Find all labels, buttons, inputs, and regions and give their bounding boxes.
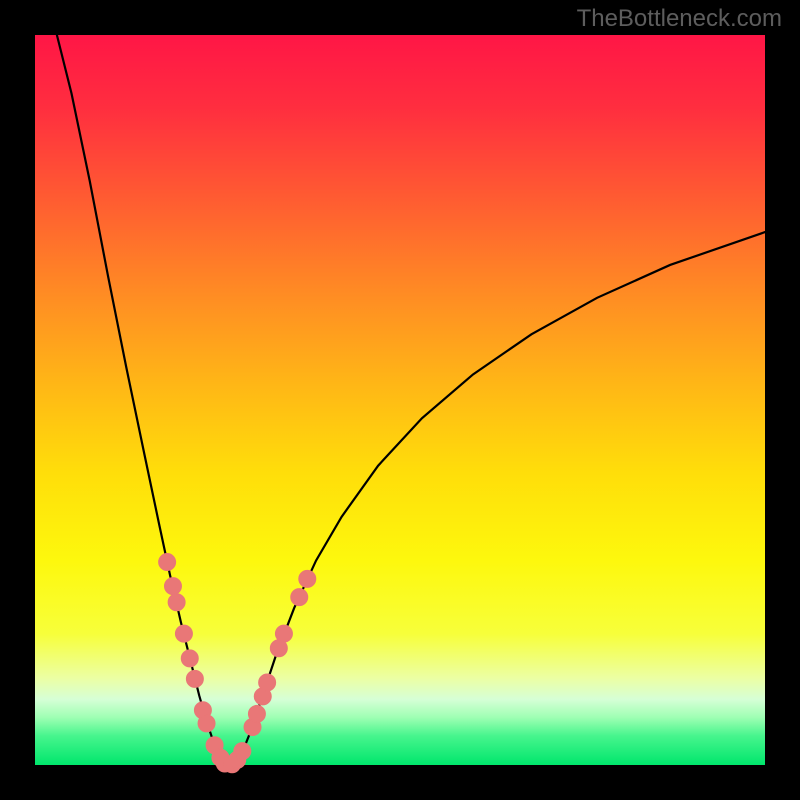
data-marker xyxy=(291,589,308,606)
data-marker xyxy=(248,705,265,722)
data-marker xyxy=(181,650,198,667)
chart-canvas: TheBottleneck.com xyxy=(0,0,800,800)
data-marker xyxy=(168,594,185,611)
gradient-background xyxy=(35,35,765,765)
data-marker xyxy=(275,625,292,642)
data-marker xyxy=(159,554,176,571)
plot-svg xyxy=(0,0,800,800)
data-marker xyxy=(259,674,276,691)
data-marker xyxy=(198,715,215,732)
data-marker xyxy=(186,670,203,687)
data-marker xyxy=(299,570,316,587)
data-marker xyxy=(175,625,192,642)
watermark-text: TheBottleneck.com xyxy=(577,5,782,33)
data-marker xyxy=(164,578,181,595)
data-marker xyxy=(234,743,251,760)
